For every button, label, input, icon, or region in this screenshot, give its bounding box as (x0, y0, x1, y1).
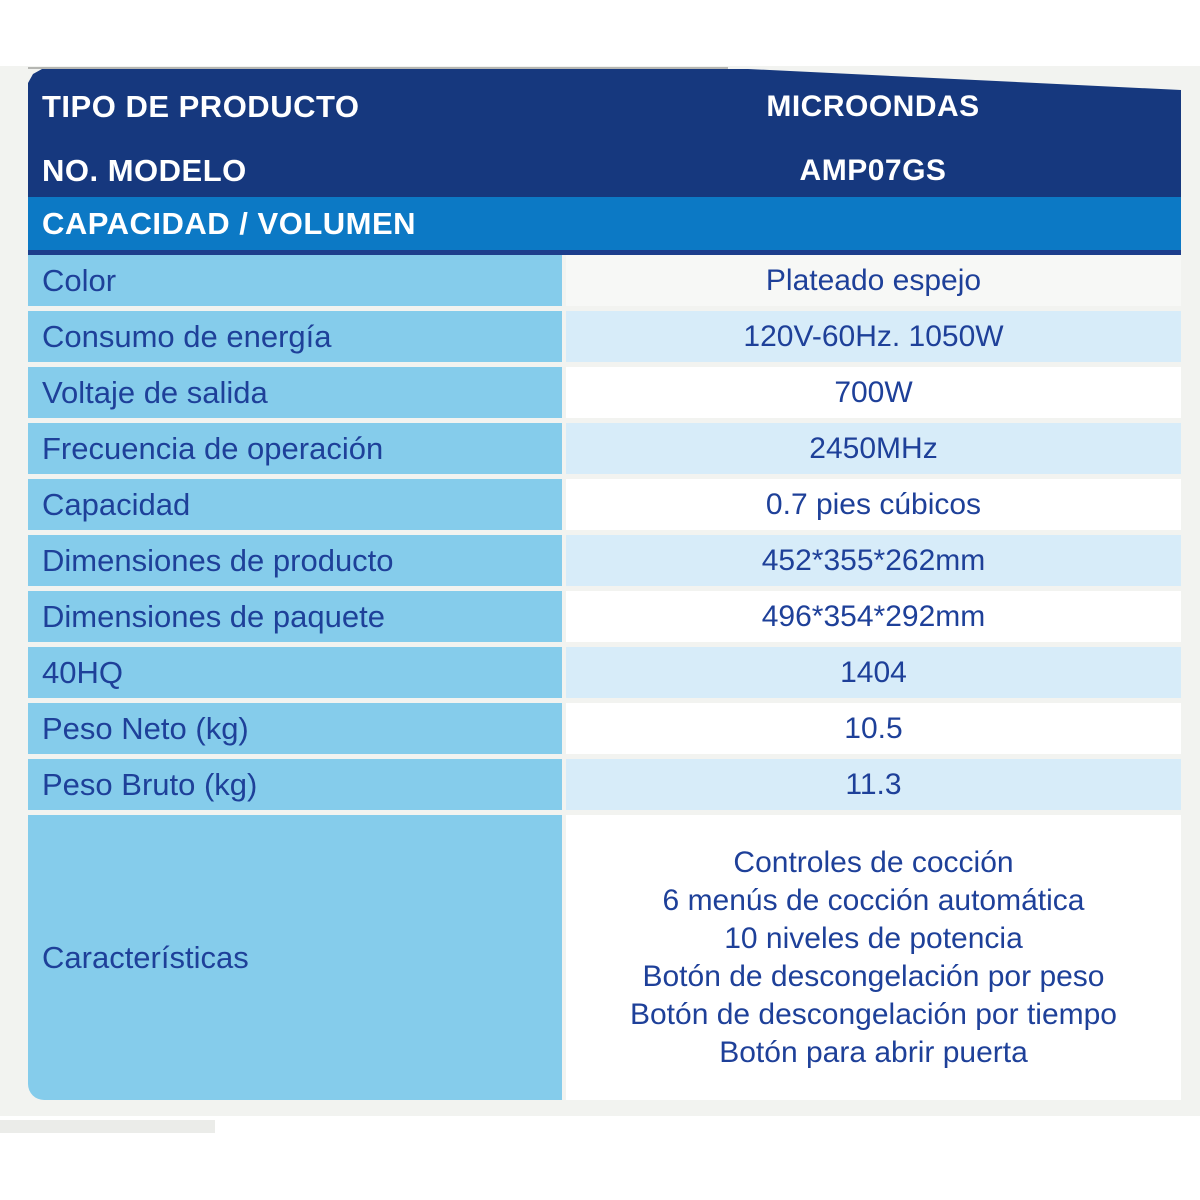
header-top-shadow-line (28, 67, 728, 69)
table-row-dim-paquete: Dimensiones de paquete 496*354*292mm (28, 591, 1181, 642)
table-row-peso-bruto: Peso Bruto (kg) 11.3 (28, 759, 1181, 810)
feature-item: Controles de cocción (733, 845, 1014, 879)
table-row-peso-neto: Peso Neto (kg) 10.5 (28, 703, 1181, 754)
row-label: Peso Bruto (kg) (28, 759, 562, 810)
row-label: Frecuencia de operación (28, 423, 562, 474)
model-label: NO. MODELO (42, 153, 247, 188)
model-value: AMP07GS (799, 154, 947, 187)
row-label: 40HQ (28, 647, 562, 698)
row-label: Dimensiones de paquete (28, 591, 562, 642)
row-value: 2450MHz (566, 423, 1181, 474)
table-row-capacidad: Capacidad 0.7 pies cúbicos (28, 479, 1181, 530)
table-row-consumo: Consumo de energía 120V-60Hz. 1050W (28, 311, 1181, 362)
row-value: 496*354*292mm (566, 591, 1181, 642)
feature-item: 6 menús de cocción automática (662, 883, 1085, 917)
row-value: 11.3 (566, 759, 1181, 810)
row-label: Voltaje de salida (28, 367, 562, 418)
table-row-color: Color Plateado espejo (28, 255, 1181, 306)
header-row-product-type: TIPO DE PRODUCTO MICROONDAS (28, 69, 1181, 139)
feature-item: Botón de descongelación por peso (642, 959, 1105, 993)
table-row-voltaje: Voltaje de salida 700W (28, 367, 1181, 418)
header-row-model: NO. MODELO AMP07GS (28, 139, 1181, 197)
features-label: Características (28, 815, 562, 1100)
row-label: Dimensiones de producto (28, 535, 562, 586)
row-label: Capacidad (28, 479, 562, 530)
table-row-40hq: 40HQ 1404 (28, 647, 1181, 698)
row-label: Color (28, 255, 562, 306)
section-title-bar: CAPACIDAD / VOLUMEN (28, 197, 1181, 255)
row-value: 120V-60Hz. 1050W (566, 311, 1181, 362)
row-value: 452*355*262mm (566, 535, 1181, 586)
table-row-frecuencia: Frecuencia de operación 2450MHz (28, 423, 1181, 474)
row-label: Peso Neto (kg) (28, 703, 562, 754)
row-value: 0.7 pies cúbicos (566, 479, 1181, 530)
row-value: Plateado espejo (566, 255, 1181, 306)
product-spec-table: TIPO DE PRODUCTO MICROONDAS NO. MODELO A… (28, 69, 1181, 1100)
row-value: 1404 (566, 647, 1181, 698)
feature-item: Botón de descongelación por tiempo (629, 997, 1117, 1031)
row-value: 700W (566, 367, 1181, 418)
product-type-value: MICROONDAS (766, 90, 980, 123)
feature-item: 10 niveles de potencia (724, 921, 1023, 955)
product-type-label: TIPO DE PRODUCTO (42, 89, 360, 124)
table-header: TIPO DE PRODUCTO MICROONDAS NO. MODELO A… (28, 69, 1181, 197)
table-row-caracteristicas: Características Controles de cocción 6 m… (28, 815, 1181, 1100)
feature-item: Botón para abrir puerta (719, 1035, 1028, 1069)
table-row-dim-producto: Dimensiones de producto 452*355*262mm (28, 535, 1181, 586)
spec-rows: Color Plateado espejo Consumo de energía… (28, 255, 1181, 1100)
row-label: Consumo de energía (28, 311, 562, 362)
features-list: Controles de cocción 6 menús de cocción … (566, 815, 1181, 1100)
row-value: 10.5 (566, 703, 1181, 754)
bottom-left-gray-strip (0, 1120, 215, 1133)
